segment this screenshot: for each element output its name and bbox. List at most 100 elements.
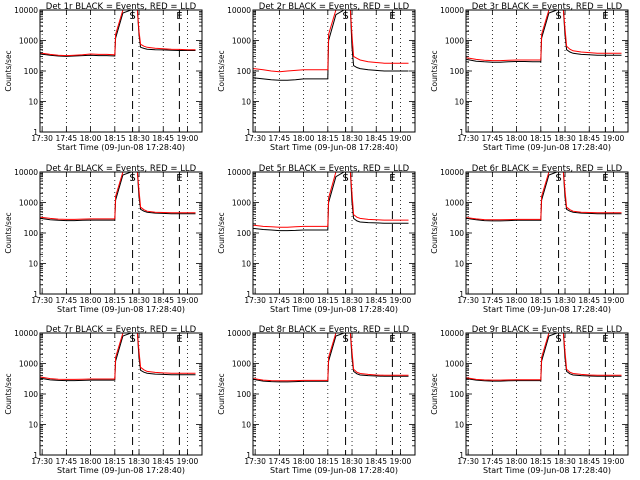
x-axis-label: Start Time (09-Jun-08 17:28:40) — [270, 305, 398, 314]
y-tick-label: 100 — [24, 229, 39, 238]
y-axis-label: Counts/sec — [430, 50, 439, 91]
y-tick-label: 1 — [33, 290, 38, 299]
y-tick-label: 10000 — [14, 329, 38, 338]
x-tick-label: 17:30 — [457, 296, 479, 305]
x-axis-label: Start Time (09-Jun-08 17:28:40) — [57, 466, 185, 475]
y-tick-label: 10 — [241, 421, 251, 430]
x-tick-label: 17:45 — [269, 457, 291, 466]
y-tick-label: 100 — [450, 229, 465, 238]
series-line — [40, 10, 196, 57]
series-line — [40, 172, 196, 222]
series-line — [466, 10, 622, 62]
event-marker-label: S — [129, 11, 135, 22]
y-axis-label: Counts/sec — [430, 373, 439, 414]
y-tick-label: 100 — [24, 390, 39, 399]
y-axis-label: Counts/sec — [217, 212, 226, 253]
x-tick-label: 18:15 — [317, 296, 339, 305]
x-axis-label: Start Time (09-Jun-08 17:28:40) — [57, 305, 185, 314]
series-line — [466, 333, 622, 381]
y-tick-label: 10000 — [14, 6, 38, 15]
y-tick-label: 1 — [459, 128, 464, 137]
y-tick-label: 1000 — [445, 360, 464, 369]
y-tick-label: 10 — [241, 98, 251, 107]
y-axis-label: Counts/sec — [4, 212, 13, 253]
event-marker-label: S — [555, 173, 561, 184]
x-axis-label: Start Time (09-Jun-08 17:28:40) — [483, 143, 611, 152]
x-tick-label: 18:15 — [530, 296, 552, 305]
x-tick-label: 18:45 — [365, 457, 387, 466]
x-tick-label: 17:45 — [56, 296, 78, 305]
series-line — [466, 10, 622, 63]
y-tick-label: 1000 — [445, 37, 464, 46]
plot-frame — [252, 171, 416, 295]
y-tick-label: 10 — [241, 260, 251, 269]
x-tick-label: 18:15 — [317, 134, 339, 143]
series-line — [253, 172, 409, 228]
y-tick-label: 1000 — [19, 199, 38, 208]
x-tick-label: 18:45 — [365, 134, 387, 143]
x-tick-label: 17:30 — [244, 134, 266, 143]
panel-title: Det 1r BLACK = Events, RED = LLD — [46, 2, 197, 12]
y-tick-label: 10000 — [14, 168, 38, 177]
x-tick-label: 19:00 — [177, 134, 199, 143]
y-tick-label: 10000 — [227, 168, 251, 177]
x-tick-label: 17:30 — [457, 457, 479, 466]
plot-frame — [465, 9, 629, 133]
panel-title: Det 7r BLACK = Events, RED = LLD — [46, 325, 197, 335]
y-tick-label: 1000 — [232, 37, 251, 46]
x-tick-label: 17:30 — [31, 457, 53, 466]
y-axis-label: Counts/sec — [4, 50, 13, 91]
x-axis-label: Start Time (09-Jun-08 17:28:40) — [270, 466, 398, 475]
y-tick-label: 1 — [33, 451, 38, 460]
series-line — [253, 10, 409, 81]
x-tick-label: 18:15 — [530, 134, 552, 143]
y-tick-label: 10000 — [227, 6, 251, 15]
x-tick-label: 18:30 — [128, 134, 150, 143]
x-tick-label: 17:45 — [482, 134, 504, 143]
event-marker-label: E — [602, 334, 608, 345]
event-marker-label: E — [602, 11, 608, 22]
x-tick-label: 18:45 — [152, 457, 174, 466]
y-tick-label: 10 — [454, 98, 464, 107]
x-tick-label: 19:00 — [603, 134, 625, 143]
y-axis-label: Counts/sec — [430, 212, 439, 253]
y-tick-label: 100 — [237, 67, 252, 76]
plot-frame — [39, 332, 203, 456]
x-tick-label: 17:45 — [482, 296, 504, 305]
plot-frame — [252, 332, 416, 456]
x-tick-label: 18:30 — [554, 134, 576, 143]
plot-frame — [465, 332, 629, 456]
event-marker-label: S — [342, 11, 348, 22]
x-tick-label: 17:30 — [244, 296, 266, 305]
x-tick-label: 19:00 — [177, 296, 199, 305]
y-tick-label: 10000 — [227, 329, 251, 338]
series-line — [466, 333, 622, 382]
plot-frame — [39, 9, 203, 133]
panel-title: Det 5r BLACK = Events, RED = LLD — [259, 164, 410, 174]
x-tick-label: 19:00 — [390, 457, 412, 466]
y-tick-label: 1000 — [232, 199, 251, 208]
x-tick-label: 18:00 — [293, 134, 315, 143]
event-marker-label: E — [176, 11, 182, 22]
y-tick-label: 1000 — [445, 199, 464, 208]
x-tick-label: 18:15 — [104, 457, 126, 466]
series-line — [253, 10, 409, 73]
x-tick-label: 17:30 — [31, 296, 53, 305]
x-tick-label: 18:15 — [530, 457, 552, 466]
series-line — [253, 333, 409, 382]
y-tick-label: 10 — [454, 421, 464, 430]
series-line — [40, 172, 196, 220]
y-tick-label: 10 — [28, 260, 38, 269]
y-tick-label: 100 — [24, 67, 39, 76]
x-tick-label: 18:45 — [365, 296, 387, 305]
x-tick-label: 18:30 — [341, 296, 363, 305]
x-tick-label: 17:45 — [56, 457, 78, 466]
event-marker-label: S — [129, 334, 135, 345]
y-tick-label: 10000 — [440, 6, 464, 15]
x-tick-label: 18:00 — [80, 296, 102, 305]
y-tick-label: 1000 — [19, 37, 38, 46]
